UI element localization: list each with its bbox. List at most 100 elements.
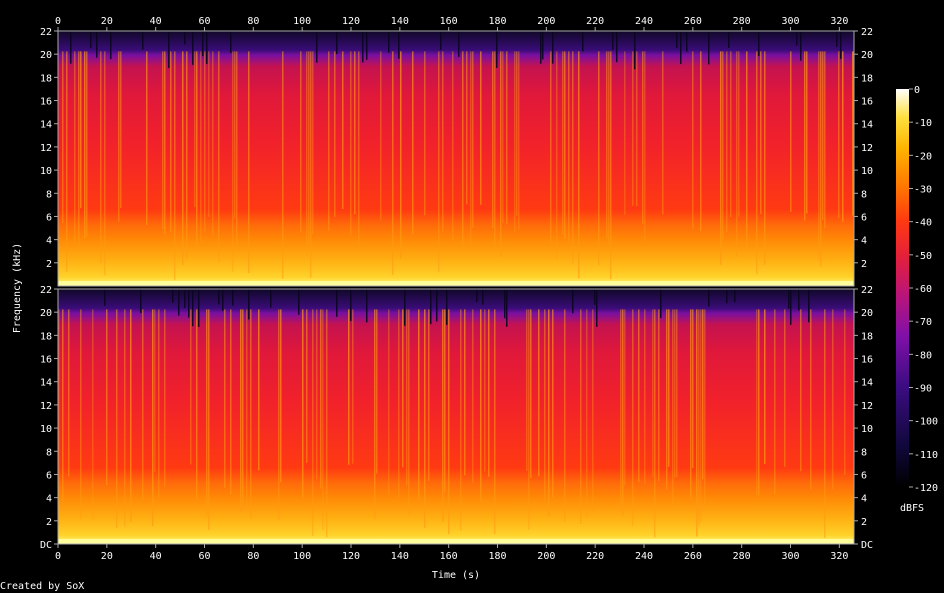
x-tick-label-bottom: 40	[150, 551, 162, 562]
spectrum-stripe	[582, 31, 584, 52]
spectrum-stripe	[624, 309, 626, 486]
y-tick-label-right: 12	[861, 401, 873, 412]
spectrum-stripe	[164, 309, 166, 487]
spectrum-stripe	[798, 289, 800, 311]
y-tick-label-right: 2	[861, 259, 867, 270]
spectrum-stripe	[844, 309, 846, 475]
spectrum-stripe	[302, 309, 304, 498]
channel-1-stripes	[58, 31, 854, 286]
spectrum-stripe	[334, 51, 336, 217]
spectrum-stripe	[66, 51, 68, 272]
spectrum-stripe	[352, 309, 354, 464]
spectrum-stripe	[358, 51, 360, 246]
spectrum-stripe	[118, 51, 120, 222]
y-tick-label-right: 12	[861, 143, 873, 154]
y-tick-label-right: 14	[861, 378, 873, 389]
spectrum-stripe	[110, 31, 112, 60]
spectrum-stripe	[424, 51, 426, 216]
spectrum-stripe	[230, 31, 232, 53]
spectrum-stripe	[68, 309, 70, 477]
spectrum-stripe	[310, 51, 312, 278]
colorbar-tick-label: -20	[914, 151, 932, 162]
spectrum-stripe	[208, 51, 210, 217]
spectrum-stripe	[232, 289, 234, 306]
spectrum-stripe	[58, 309, 60, 526]
x-axis-label: Time (s)	[432, 570, 480, 581]
channel-2-frame	[57, 288, 855, 545]
x-tick-label-top: 80	[247, 16, 259, 27]
spectrum-stripe	[462, 51, 464, 250]
colorbar-ticks: 0 -10 -20 -30 -40 -50 -60 -70 -80 -90 -100 -110 -120	[909, 85, 938, 494]
spectrum-stripe	[424, 309, 426, 528]
spectrum-stripe	[610, 51, 612, 280]
colorbar: 0 -10 -20 -30 -40 -50 -60 -70 -80 -90 -100 -110 -120…	[896, 85, 938, 514]
x-tick-label-top: 240	[635, 16, 653, 27]
spectrum-stripe	[790, 51, 792, 212]
spectrum-stripe	[80, 309, 82, 519]
spectrum-stripe	[224, 309, 226, 488]
spectrum-stripe	[218, 289, 220, 305]
y-tick-label-left: 18	[40, 331, 52, 342]
spectrum-stripe	[818, 51, 820, 261]
spectrum-stripe	[436, 289, 438, 322]
x-tick-label-top: 100	[293, 16, 311, 27]
spectrum-stripe	[756, 51, 758, 275]
x-tick-label-bottom: 300	[781, 551, 799, 562]
x-tick-label-bottom: 100	[293, 551, 311, 562]
y-tick-label-right: 8	[861, 189, 867, 200]
spectrum-stripe	[658, 309, 660, 482]
spectrum-stripe	[336, 31, 338, 55]
spectrum-baseline	[58, 281, 854, 286]
spectrum-stripe	[686, 31, 688, 52]
y-tick-label-left: 6	[46, 470, 52, 481]
spectrum-stripe	[70, 31, 72, 64]
spectrum-stripe	[312, 309, 314, 537]
y-tick-label-right: 6	[861, 212, 867, 223]
spectrum-stripe	[172, 289, 174, 303]
colorbar-gradient	[896, 89, 909, 487]
spectrum-stripe	[392, 51, 394, 275]
spectrum-stripe	[680, 31, 682, 65]
spectrum-stripe	[810, 309, 812, 490]
spectrum-stripe	[758, 309, 760, 496]
spectrum-stripe	[248, 51, 250, 274]
x-tick-label-top: 160	[440, 16, 458, 27]
spectrum-stripe	[676, 31, 678, 49]
x-tick-label-bottom: 180	[488, 551, 506, 562]
spectrum-stripe	[328, 51, 330, 231]
spectrum-stripe	[728, 31, 730, 48]
y-tick-label-left: 2	[46, 517, 52, 528]
spectrum-stripe	[636, 51, 638, 207]
x-tick-label-top: 60	[198, 16, 210, 27]
spectrum-stripe	[726, 289, 728, 304]
y-tick-label-left: 12	[40, 143, 52, 154]
spectrum-stripe	[170, 51, 172, 232]
y-tick-label-left: 12	[40, 401, 52, 412]
spectrum-stripe	[572, 51, 574, 265]
channel-1-plot	[57, 30, 855, 287]
spectrum-stripe	[722, 51, 724, 241]
spectrum-stripe	[788, 289, 790, 309]
spectrum-stripe	[760, 51, 762, 214]
spectrum-stripe	[758, 31, 760, 57]
spectrum-stripe	[494, 51, 496, 253]
spectrum-stripe	[764, 309, 766, 464]
spectrum-stripe	[348, 309, 350, 465]
y-tick-label-left: 16	[40, 97, 52, 108]
y-tick-label-left: 20	[40, 50, 52, 61]
spectrum-stripe	[234, 51, 236, 219]
spectrum-stripe	[398, 309, 400, 499]
spectrum-stripe	[280, 309, 282, 483]
spectrum-stripe	[542, 31, 544, 60]
spectrum-stripe	[188, 289, 190, 318]
spectrum-stripe	[564, 309, 566, 522]
spectrum-stripe	[104, 289, 106, 306]
x-tick-label-top: 40	[150, 16, 162, 27]
spectrum-stripe	[838, 51, 840, 219]
spectrum-stripe	[840, 31, 842, 59]
spectrum-stripe	[158, 309, 160, 499]
spectrum-stripe	[116, 309, 118, 528]
spectrum-stripe	[796, 31, 798, 46]
spectrum-stripe	[506, 289, 508, 327]
colorbar-tick-label: -50	[914, 251, 932, 262]
